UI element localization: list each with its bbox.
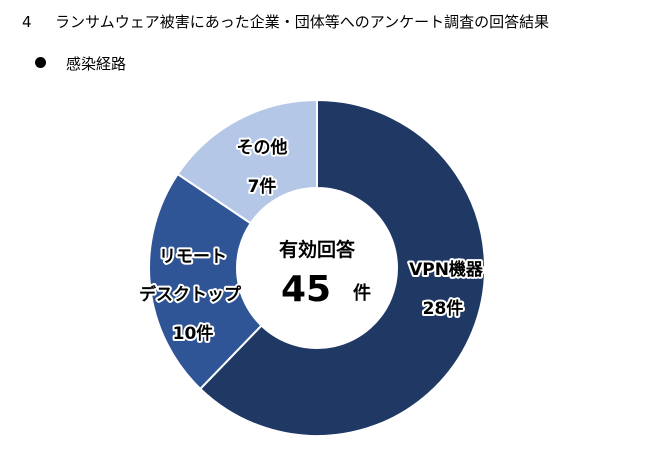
center-value: 45 [281, 269, 331, 310]
title-text: ランサムウェア被害にあった企業・団体等へのアンケート調査の回答結果 [55, 13, 550, 31]
center-unit: 件 [353, 282, 371, 304]
vpn-count: 28件 [423, 298, 464, 319]
donut-hole [237, 188, 397, 348]
subsection-label: 感染経路 [66, 55, 127, 73]
donut-slices [148, 98, 486, 437]
rdp-label-line2: デスクトップ [139, 284, 242, 305]
subsection-heading: 感染経路 [35, 54, 126, 74]
page-title: 4 ランサムウェア被害にあった企業・団体等へのアンケート調査の回答結果 [22, 12, 549, 32]
center-label: 有効回答 [279, 238, 356, 261]
other-label: その他 [237, 137, 288, 158]
bullet-icon [35, 57, 46, 68]
rdp-label-line1: リモート [159, 247, 227, 267]
rdp-count: 10件 [173, 323, 214, 344]
vpn-label: VPN機器 [409, 259, 484, 280]
other-count: 7件 [248, 176, 277, 197]
section-number: 4 [22, 13, 32, 31]
